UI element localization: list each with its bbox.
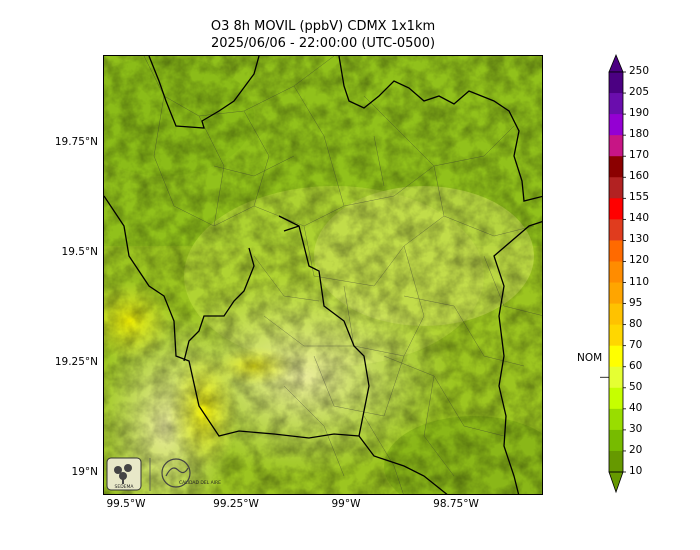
colorbar-tick-label: 160 (629, 170, 650, 183)
lon-tick-99: 99°W (331, 498, 361, 510)
colorbar-tick-label: 120 (629, 254, 650, 267)
colorbar-tick-label: 140 (629, 212, 650, 225)
colorbar-band (609, 324, 623, 347)
calidad-aire-logo: CALIDAD DEL AIRE (149, 458, 221, 491)
colorbar-tick-label: 50 (629, 380, 643, 393)
colorbar-outline (608, 71, 624, 473)
colorbar-band (609, 219, 623, 241)
colorbar-band (609, 387, 623, 410)
map-title: O3 8h MOVIL (ppbV) CDMX 1x1km (210, 19, 436, 34)
colorbar-band (609, 198, 623, 220)
nom-label: NOM (577, 352, 603, 364)
map-timestamp: 2025/06/06 - 22:00:00 (UTC-0500) (210, 36, 436, 51)
colorbar-band (609, 408, 623, 431)
colorbar-max-extend (608, 53, 624, 73)
colorbar-band (609, 345, 623, 368)
lat-tick-19.75: 19.75°N (54, 136, 98, 148)
sedema-logo: SEDEMA (106, 457, 142, 491)
colorbar-band (609, 450, 623, 473)
state-boundaries (104, 56, 542, 494)
svg-text:SEDEMA: SEDEMA (115, 484, 135, 490)
colorbar-tick-label: 155 (629, 191, 650, 204)
colorbar-band (609, 240, 623, 262)
colorbar-band (609, 366, 623, 389)
lon-tick-98.75: 98.75°W (433, 498, 479, 510)
municipal-boundaries (143, 56, 542, 494)
colorbar-band (609, 114, 623, 136)
colorbar-band (609, 177, 623, 199)
colorbar-band (609, 261, 623, 284)
colorbar-tick-label: 30 (629, 422, 643, 435)
colorbar-tick-label: 250 (629, 65, 650, 77)
colorbar-tick-label: 20 (629, 443, 643, 456)
lat-tick-19.25: 19.25°N (54, 356, 98, 368)
ozone-map: SEDEMA CALIDAD DEL AIRE (103, 55, 543, 495)
colorbar-tick-label: 95 (629, 296, 643, 309)
lat-tick-19.5: 19.5°N (61, 246, 98, 258)
colorbar-tick-label: 205 (629, 86, 650, 99)
map-canvas: SEDEMA CALIDAD DEL AIRE (104, 56, 542, 494)
colorbar-tick-label: 80 (629, 317, 643, 330)
colorbar-tick-label: 180 (629, 128, 650, 141)
svg-text:CALIDAD DEL AIRE: CALIDAD DEL AIRE (179, 480, 221, 486)
colorbar-band (609, 72, 623, 94)
colorbar-tick-label: 70 (629, 338, 643, 351)
lat-tick-19: 19°N (71, 466, 98, 478)
colorbar-tick-label: 170 (629, 149, 650, 162)
colorbar-tick-label: 130 (629, 233, 650, 246)
colorbar-band (609, 303, 623, 326)
colorbar-tick-label: 190 (629, 107, 650, 120)
colorbar-band (609, 429, 623, 452)
colorbar-band (609, 135, 623, 157)
colorbar-tick-label: 40 (629, 401, 643, 414)
terrain-relief (104, 56, 542, 494)
colorbar-band (609, 93, 623, 115)
colorbar-tick-label: 10 (629, 465, 643, 477)
colorbar-tick-label: 110 (629, 275, 650, 288)
colorbar-tick-label: 60 (629, 359, 643, 372)
lon-tick-99.5: 99.5°W (106, 498, 146, 510)
colorbar-band (609, 282, 623, 305)
colorbar-band (609, 156, 623, 178)
colorbar (600, 53, 626, 494)
colorbar-min-extend (608, 471, 624, 494)
lon-tick-99.25: 99.25°W (213, 498, 259, 510)
